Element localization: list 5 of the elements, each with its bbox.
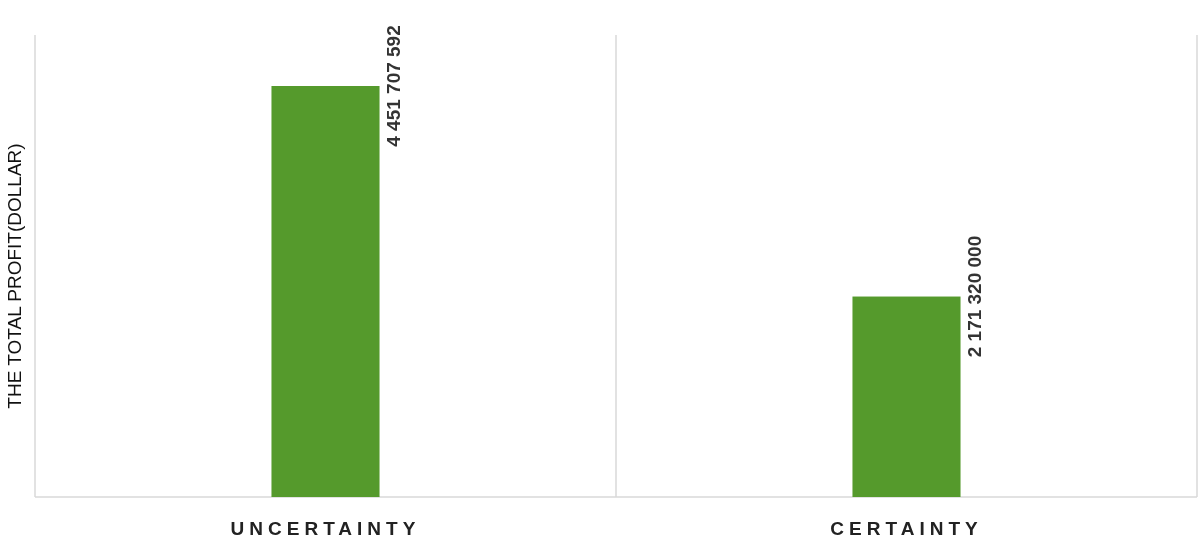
x-tick-label: UNCERTAINTY: [230, 518, 421, 539]
y-axis-title: THE TOTAL PROFIT(DOLLAR): [4, 143, 25, 409]
data-label: 2 171 320 000: [963, 235, 985, 358]
x-tick-label: CERTAINTY: [830, 518, 983, 539]
data-label: 4 451 707 592: [382, 25, 404, 147]
